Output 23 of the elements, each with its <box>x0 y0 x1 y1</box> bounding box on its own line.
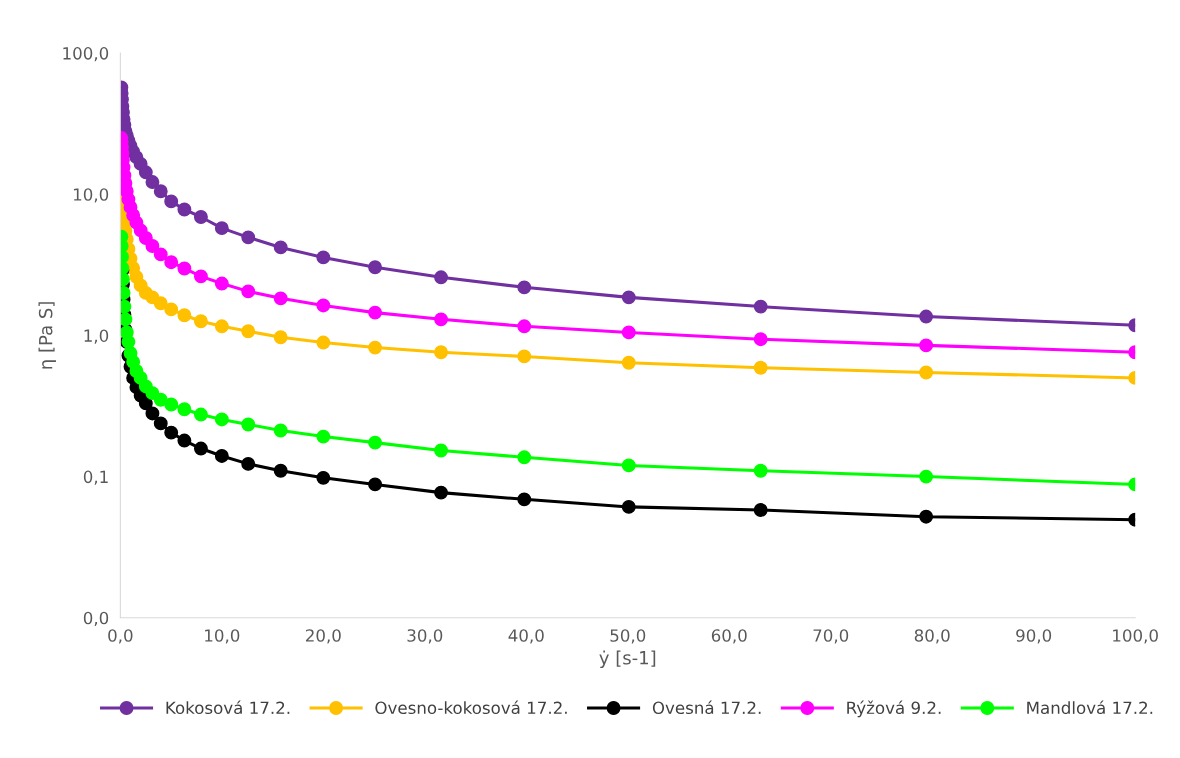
x-tick-label: 70,0 <box>813 629 849 644</box>
x-tick-label: 100,0 <box>1113 629 1158 644</box>
x-axis-title: ẏ [s-1] <box>599 650 656 669</box>
legend-label: Rýžová 9.2. <box>847 700 941 718</box>
y-axis-title: η [Pa S] <box>38 302 56 369</box>
legend-label: Kokosová 17.2. <box>166 700 290 715</box>
y-tick-label: 10,0 <box>73 188 109 203</box>
x-tick-label: 0,0 <box>108 629 133 644</box>
y-tick-label: 100,0 <box>63 47 109 62</box>
y-tick-label: 0,1 <box>83 470 108 485</box>
x-tick-label: 60,0 <box>711 629 747 644</box>
legend-label: Ovesno-kokosová 17.2. <box>375 700 567 715</box>
x-tick-label: 40,0 <box>508 629 544 644</box>
x-tick-label: 20,0 <box>305 629 341 644</box>
x-tick-label: 50,0 <box>610 629 646 644</box>
legend-label: Ovesná 17.2. <box>652 700 761 715</box>
legend-label: Mandlová 17.2. <box>1027 700 1153 715</box>
y-tick-label: 1,0 <box>84 329 109 344</box>
x-tick-label: 30,0 <box>407 629 443 644</box>
x-tick-label: 90,0 <box>1016 629 1052 644</box>
x-tick-label: 80,0 <box>914 629 950 644</box>
x-tick-label: 10,0 <box>205 629 240 644</box>
y-tick-label: 0,0 <box>83 611 109 627</box>
